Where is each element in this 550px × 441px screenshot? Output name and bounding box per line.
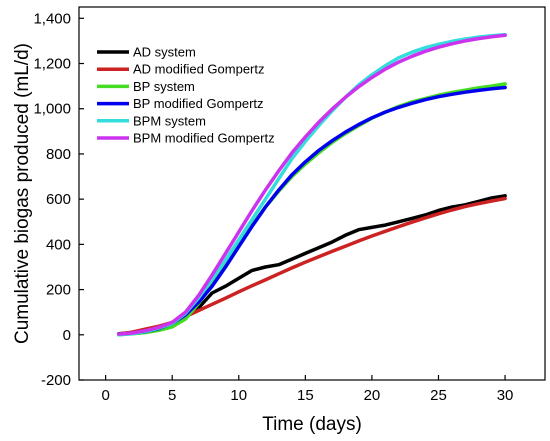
series-line-bpm-modified-gompertz	[117, 33, 507, 336]
y-tick-label: 200	[46, 282, 71, 299]
y-tick-label: -200	[41, 372, 71, 389]
y-tick-label: 800	[46, 146, 71, 163]
legend-label: AD system	[133, 45, 196, 60]
y-tick-label: 0	[63, 327, 71, 344]
x-tick-label: 10	[230, 387, 247, 404]
x-tick-label: 25	[430, 387, 447, 404]
legend-label: BPM modified Gompertz	[133, 131, 275, 146]
y-tick-label: 400	[46, 236, 71, 253]
y-tick-label: 600	[46, 191, 71, 208]
legend-label: BP system	[133, 79, 195, 94]
legend: AD system AD modified Gompertz BP system BP…	[97, 45, 275, 146]
x-tick-label: 0	[101, 387, 109, 404]
y-tick-label: 1,000	[33, 101, 71, 118]
legend-label: BPM system	[133, 113, 206, 128]
y-tick-label: 1,400	[33, 10, 71, 27]
x-tick-label: 20	[364, 387, 381, 404]
legend-label: AD modified Gompertz	[133, 62, 265, 77]
series-layer	[117, 32, 507, 337]
ticks-layer: 0 5 10 15 20 25 30 -200 0 200 400 600 800 1,000 1,200 1…	[33, 10, 513, 404]
x-tick-label: 30	[497, 387, 514, 404]
x-axis-title: Time (days)	[262, 414, 362, 435]
y-axis-title: Cumulative biogas produced (mL/d)	[12, 43, 33, 344]
y-tick-label: 1,200	[33, 56, 71, 73]
legend-label: BP modified Gompertz	[133, 96, 264, 111]
x-tick-label: 5	[168, 387, 176, 404]
x-tick-label: 15	[297, 387, 314, 404]
plot-frame	[78, 6, 546, 381]
